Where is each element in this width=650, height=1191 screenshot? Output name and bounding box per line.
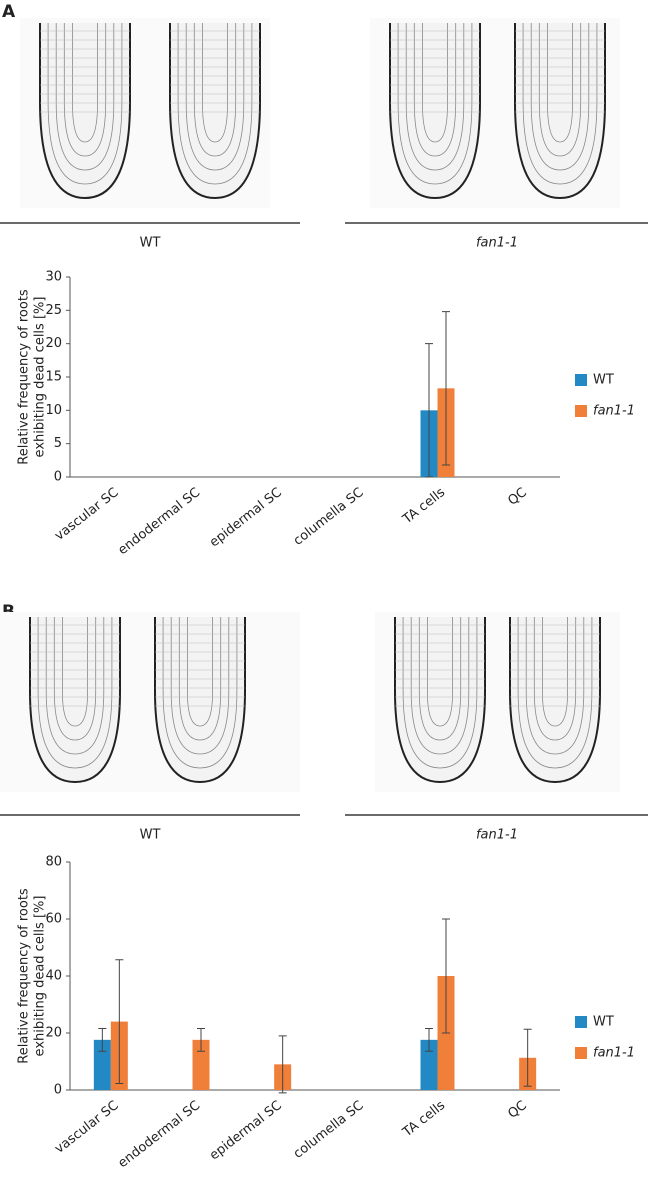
error-bar <box>442 311 450 466</box>
root-image <box>394 617 486 784</box>
root-image <box>389 23 481 200</box>
legend-label: WT <box>593 373 614 388</box>
image-caption: WT <box>140 236 161 251</box>
legend-label: fan1-1 <box>593 404 635 419</box>
root-cell-layer <box>547 23 573 143</box>
root-cell-layer <box>187 617 213 727</box>
y-tick-label: 20 <box>45 336 62 351</box>
root-outline <box>394 617 486 784</box>
y-tick-label: 60 <box>45 912 62 927</box>
root-cell-layer <box>538 23 582 157</box>
root-image <box>514 23 606 200</box>
error-bar <box>115 959 124 1084</box>
root-cell-layer <box>405 23 465 171</box>
x-tick-label: epidermal SC <box>207 485 285 550</box>
x-tick-label: QC <box>505 1098 529 1122</box>
x-tick-label: TA cells <box>399 485 448 528</box>
root-cell-layer <box>177 23 253 185</box>
root-cell-layer <box>162 617 238 769</box>
x-tick-label: TA cells <box>399 1098 448 1141</box>
y-axis-label: exhibiting dead cells [%] <box>33 896 48 1057</box>
root-cell-layer <box>185 23 245 171</box>
y-tick-label: 0 <box>54 1083 62 1098</box>
root-outline <box>509 617 601 784</box>
root-image <box>509 617 601 784</box>
x-tick-label: QC <box>505 485 529 509</box>
root-cell-layer <box>72 23 98 143</box>
panel-label: A <box>2 2 16 22</box>
root-cell-layer <box>37 617 113 769</box>
x-tick-label: columella SC <box>291 485 367 549</box>
root-cell-layer <box>522 23 598 185</box>
root-cell-layer <box>427 617 453 727</box>
error-bar <box>425 1027 433 1052</box>
root-cell-layer <box>397 23 473 185</box>
y-tick-label: 25 <box>45 303 62 318</box>
error-bar <box>425 343 433 478</box>
x-tick-label: epidermal SC <box>207 1098 285 1163</box>
error-bar <box>98 1027 107 1052</box>
root-cell-layer <box>47 23 123 185</box>
root-cell-layer <box>530 23 590 171</box>
y-axis-label: Relative frequency of roots <box>17 888 32 1064</box>
root-cell-layer <box>413 23 457 157</box>
image-caption: fan1-1 <box>476 828 518 843</box>
root-cell-layer <box>63 23 107 157</box>
bar <box>420 1039 438 1090</box>
root-outline <box>29 617 121 784</box>
x-tick-label: endodermal SC <box>115 1098 203 1171</box>
legend-label: fan1-1 <box>593 1046 635 1061</box>
bar <box>93 1039 111 1090</box>
legend-swatch <box>575 374 587 386</box>
root-cell-layer <box>53 617 97 741</box>
y-axis-label: exhibiting dead cells [%] <box>33 297 48 458</box>
root-cell-layer <box>55 23 115 171</box>
root-image <box>169 23 261 200</box>
root-cell-layer <box>45 617 105 755</box>
y-axis-label: Relative frequency of roots <box>17 289 32 465</box>
root-image <box>154 617 246 784</box>
error-bar <box>442 918 450 1034</box>
error-bar <box>523 1028 532 1087</box>
root-cell-layer <box>202 23 228 143</box>
root-cell-layer <box>542 617 568 727</box>
image-caption: fan1-1 <box>476 236 518 251</box>
root-image <box>39 23 131 200</box>
root-cell-layer <box>517 617 593 769</box>
y-tick-label: 5 <box>54 436 62 451</box>
root-cell-layer <box>410 617 470 755</box>
y-tick-label: 30 <box>45 270 62 285</box>
error-bar <box>278 1035 287 1094</box>
root-cell-layer <box>525 617 585 755</box>
root-image <box>29 617 121 784</box>
root-cell-layer <box>170 617 230 755</box>
legend-swatch <box>575 1047 587 1059</box>
x-tick-label: vascular SC <box>52 1098 121 1157</box>
legend-swatch <box>575 1016 587 1028</box>
y-tick-label: 20 <box>45 1026 62 1041</box>
root-cell-layer <box>62 617 88 727</box>
root-cell-layer <box>533 617 577 741</box>
image-caption: WT <box>140 828 161 843</box>
root-cell-layer <box>402 617 478 769</box>
root-cell-layer <box>418 617 462 741</box>
y-tick-label: 80 <box>45 855 62 870</box>
legend-label: WT <box>593 1015 614 1030</box>
x-tick-label: endodermal SC <box>115 485 203 558</box>
y-tick-label: 15 <box>45 370 62 385</box>
y-tick-label: 40 <box>45 969 62 984</box>
y-tick-label: 0 <box>54 470 62 485</box>
legend-swatch <box>575 405 587 417</box>
root-cell-layer <box>422 23 448 143</box>
root-outline <box>154 617 246 784</box>
root-cell-layer <box>193 23 237 157</box>
y-tick-label: 10 <box>45 403 62 418</box>
x-tick-label: columella SC <box>291 1098 367 1162</box>
root-cell-layer <box>178 617 222 741</box>
bar <box>192 1039 210 1090</box>
x-tick-label: vascular SC <box>52 485 121 544</box>
error-bar <box>197 1027 205 1052</box>
